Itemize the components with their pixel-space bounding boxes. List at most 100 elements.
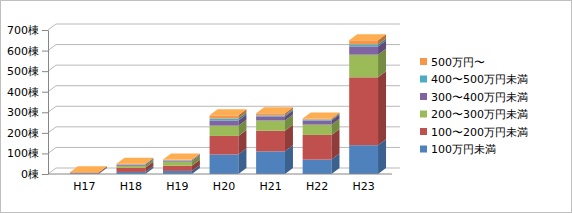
bar-segment [256,121,285,131]
x-tick-label: H18 [120,180,142,193]
x-axis: H17 H18 H19 H20 H21 H22 H23 [48,174,392,193]
bar-segment [349,40,378,44]
y-tick-label: 400棟 [7,86,39,99]
grid-line [48,65,400,71]
bar-segment-top [303,112,340,118]
bar-segment-top [116,158,153,164]
y-tick: 500棟 [7,65,48,78]
bar-segment [163,160,192,161]
legend-swatch [420,111,427,118]
legend-swatch [420,76,427,83]
y-tick-mark [42,30,48,31]
legend-label: 300〜400万円未満 [431,91,528,104]
bar-segment-top [256,107,293,113]
x-tick-label: H22 [306,180,328,193]
bar-segment [303,119,332,120]
y-tick-label: 700棟 [7,24,39,37]
bar-segment [349,145,378,174]
series [70,49,386,173]
legend-label: 200〜300万円未満 [431,108,528,121]
x-tick: H18 [120,174,142,193]
y-tick-label: 100棟 [7,147,39,160]
legend-label: 100〜200万円未満 [431,126,528,139]
bar-segment [349,77,378,145]
bar-segment [163,161,192,162]
y-tick: 400棟 [7,86,48,99]
bar-segment [210,136,239,155]
bar-segment-top [210,109,247,115]
legend: 500万円〜 400〜500万円未満 300〜400万円未満 200〜300万円未満 1… [420,56,528,157]
x-tick-label: H23 [352,180,374,193]
x-tick: H19 [166,174,188,193]
bar-segment-top [163,154,200,160]
bar-segment [210,154,239,174]
y-tick-mark [42,174,48,175]
legend-swatch [420,93,427,100]
legend-label: 100万円未満 [431,143,496,156]
bar-segment [256,116,285,120]
y-tick-mark [42,153,48,154]
bar-segment-side [378,71,386,145]
x-tick-label: H21 [259,180,281,193]
bar-segment [256,113,285,115]
x-tick-label: H20 [213,180,235,193]
bar-segment [303,121,332,125]
y-tick: 200棟 [7,127,48,140]
bar-segment [210,118,239,120]
y-tick-mark [42,133,48,134]
legend-label: 500万円〜 [431,56,485,69]
bar-segment [116,166,145,168]
bar-segment [303,135,332,160]
legend-swatch [420,58,427,65]
y-tick: 0棟 [21,168,48,181]
y-tick-mark [42,71,48,72]
y-tick-mark [42,51,48,52]
x-tick: H20 [213,174,235,193]
grid-line [48,24,400,30]
bar-segment [116,168,145,172]
x-axis-line [48,174,392,175]
y-axis: 0棟 100棟 200棟 300棟 400棟 500棟 600棟 700棟 [7,24,49,181]
series [70,34,386,172]
bar-segment [256,115,285,116]
bar-segment [303,118,332,119]
bar-segment [303,125,332,135]
x-tick: H21 [259,174,281,193]
series [99,38,386,172]
y-tick-label: 600棟 [7,45,39,58]
legend-label: 400〜500万円未満 [431,73,528,86]
y-tick-label: 300棟 [7,106,39,119]
x-tick-label: H17 [73,180,95,193]
series [99,40,386,172]
y-tick: 600棟 [7,45,48,58]
grid [48,24,400,174]
bar-segment [256,151,285,174]
x-tick: H23 [352,174,374,193]
y-tick-mark [42,92,48,93]
grid-line [48,45,400,51]
bar-segment [116,165,145,166]
series [70,71,386,173]
y-tick-label: 500棟 [7,65,39,78]
bar-segment-side [378,139,386,174]
y-tick-mark [42,112,48,113]
y-tick: 700棟 [7,24,48,37]
legend-swatch [420,128,427,135]
y-tick: 300棟 [7,106,48,119]
grid-line [48,86,400,92]
bar-segment [163,162,192,166]
legend-swatch [420,146,427,153]
x-tick: H22 [306,174,328,193]
bar-segment-top [349,34,386,40]
x-tick: H17 [73,174,95,193]
chart-border [1,1,572,213]
chart: 0棟100棟200棟300棟400棟500棟600棟700棟H17H18H19H… [0,0,572,213]
bar-segment [210,115,239,118]
y-tick: 100棟 [7,147,48,160]
bar-segment [303,160,332,174]
bar-segment [349,46,378,54]
bar-segment [116,164,145,165]
bar-segment [210,126,239,136]
bar-segment-top [70,166,107,172]
bar-segment [256,131,285,152]
